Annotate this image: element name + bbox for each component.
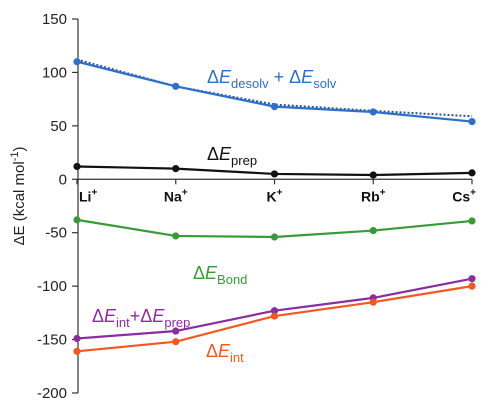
series-label-intprep: ΔEint+ΔEprep [92, 306, 190, 330]
series-label-part: Bond [217, 272, 247, 287]
series-label-part: E [205, 263, 218, 283]
y-tick-label: 50 [50, 118, 67, 135]
series-label-part: prep [231, 153, 257, 168]
series-point-intprep [270, 307, 279, 315]
series-label-part: Δ [207, 144, 219, 164]
series-label-part: Δ [193, 263, 205, 283]
x-tick-label-base: K [267, 188, 277, 204]
x-tick-label: Cs+ [452, 187, 476, 204]
series-point-prep [468, 169, 476, 177]
series-label-part: E [152, 306, 165, 326]
x-tick-label-charge: + [182, 187, 188, 198]
x-tick-label-base: Cs [452, 188, 470, 204]
series-point-prep [369, 171, 377, 179]
series-label-part: int [230, 350, 244, 365]
series-point-prep [270, 170, 279, 178]
series-point-prep [73, 162, 81, 171]
series-point-intprep [172, 327, 180, 335]
x-tick-label-base: Li [79, 188, 91, 204]
series-label-bond: ΔEBond [193, 263, 247, 287]
x-tick-label: Na+ [164, 187, 188, 204]
series-point-int [172, 338, 180, 346]
y-tick-label: -200 [37, 385, 67, 402]
series-point-desolv [73, 58, 81, 66]
series-point-prep [172, 165, 180, 173]
y-axis-label-suffix: ) [11, 147, 28, 152]
series-point-bond [172, 232, 180, 240]
x-tick-label-charge: + [91, 187, 97, 198]
series-label-part: E [218, 341, 231, 361]
series-point-int [270, 312, 279, 320]
y-tick-label: -100 [37, 278, 67, 295]
y-tick-label: -50 [45, 225, 67, 242]
y-axis-label: ΔE (kcal mol-1) [9, 147, 28, 246]
x-tick-label-base: Rb [361, 188, 380, 204]
series-label-part: E [104, 306, 117, 326]
series-point-intprep [468, 275, 476, 283]
series-label-part: E [301, 67, 314, 87]
series-label-int: ΔEint [206, 341, 244, 365]
x-tick-label-base: Na [164, 188, 182, 204]
x-tick-label: K+ [267, 187, 283, 204]
series-point-int [468, 282, 476, 290]
series-label-part: int [116, 315, 130, 330]
x-tick-label: Li+ [79, 187, 97, 204]
series-point-desolv [270, 103, 279, 111]
series-label-part: + Δ [269, 67, 302, 87]
series-label-part: desolv [231, 76, 269, 91]
series-label-part: Δ [92, 306, 104, 326]
series-point-desolv [172, 82, 180, 90]
x-tick-label-charge: + [277, 187, 283, 198]
series-label-prep: ΔEprep [207, 144, 257, 168]
series-point-desolv [369, 108, 377, 116]
series-point-intprep [73, 334, 81, 343]
series-point-bond [369, 226, 377, 235]
series-label-part: +Δ [130, 306, 153, 326]
series-label-desolv: ΔEdesolv + ΔEsolv [207, 67, 337, 91]
x-tick-label: Rb+ [361, 187, 386, 204]
chart-series [73, 58, 476, 355]
x-tick-label-charge: + [470, 187, 476, 198]
series-point-desolv [468, 117, 476, 126]
series-label-part: E [219, 67, 232, 87]
series-point-bond [73, 216, 81, 224]
series-label-part: Δ [206, 341, 218, 361]
series-labels: ΔEdesolv + ΔEsolvΔEprepΔEBondΔEint+ΔEpre… [92, 67, 337, 365]
y-tick-label: 0 [59, 171, 67, 188]
y-tick-label: -150 [37, 332, 67, 349]
y-tick-label: 100 [42, 64, 67, 81]
series-label-part: E [219, 144, 232, 164]
x-tick-label-charge: + [380, 187, 386, 198]
series-point-int [73, 347, 81, 355]
series-point-bond [270, 233, 279, 241]
series-point-bond [468, 217, 476, 225]
y-axis-label-prefix: ΔE (kcal mol [11, 161, 28, 245]
series-label-part: prep [164, 315, 190, 330]
series-point-int [369, 298, 377, 306]
series-label-part: Δ [207, 67, 219, 87]
series-label-part: solv [313, 76, 337, 91]
y-tick-label: 150 [42, 11, 67, 28]
y-axis-label-sup: -1 [9, 152, 21, 162]
